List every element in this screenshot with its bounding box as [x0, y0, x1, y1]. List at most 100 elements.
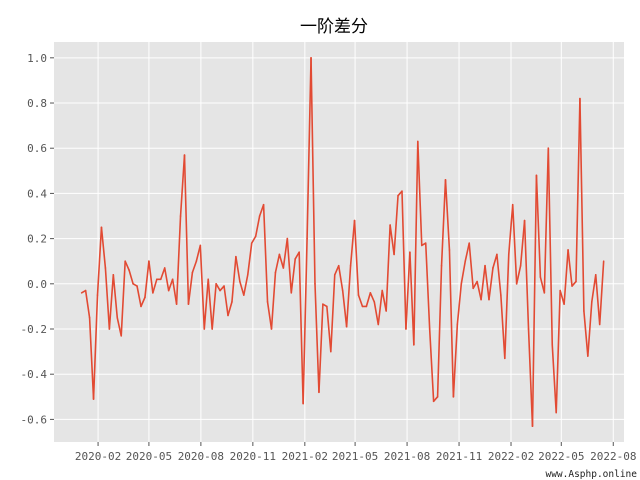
line-segment: [298, 251, 304, 405]
line-segment: [314, 283, 320, 394]
line-segment: [140, 296, 146, 308]
y-tick-label: 0.6: [27, 142, 47, 155]
line-segment: [128, 269, 134, 285]
line-segment: [432, 396, 439, 403]
x-tick-label: 2022-05: [538, 450, 584, 463]
line-segment: [555, 289, 561, 414]
line-segment: [472, 280, 478, 290]
line-segment: [583, 310, 589, 357]
line-segment: [349, 219, 356, 267]
line-segment: [148, 260, 154, 294]
line-segment: [385, 224, 391, 312]
y-tick-label: -0.2: [21, 323, 48, 336]
line-segment: [500, 294, 506, 360]
line-segment: [413, 140, 419, 346]
line-segment: [587, 301, 593, 357]
line-segment: [488, 267, 494, 301]
line-segment: [302, 237, 308, 405]
line-segment: [152, 278, 158, 294]
line-segment: [440, 179, 447, 267]
line-segment: [333, 264, 340, 276]
line-segment: [523, 219, 530, 330]
line-segment: [531, 174, 538, 427]
line-segment: [262, 203, 269, 303]
line-segment: [203, 278, 210, 330]
line-segment: [84, 289, 91, 319]
line-segment: [136, 285, 142, 308]
data-series: [80, 57, 605, 427]
line-segment: [235, 255, 241, 283]
line-segment: [266, 301, 273, 330]
line-segment: [100, 226, 107, 269]
line-segment: [492, 253, 498, 269]
line-segment: [254, 215, 261, 238]
line-segment: [436, 264, 443, 398]
line-segment: [227, 301, 233, 317]
chart-title: 一阶差分: [300, 17, 368, 37]
line-segment: [163, 267, 170, 292]
line-segment: [405, 251, 411, 330]
line-segment: [484, 264, 490, 301]
line-segment: [345, 264, 352, 328]
line-segment: [243, 273, 249, 296]
line-segment: [598, 260, 605, 326]
line-segment: [278, 253, 285, 269]
line-segment: [223, 285, 229, 317]
line-segment: [507, 203, 514, 256]
line-segment: [563, 249, 569, 305]
y-tick-label: 0.2: [27, 233, 47, 246]
line-segment: [460, 260, 467, 285]
y-tick-label: 0.0: [27, 278, 47, 291]
line-segment: [282, 237, 289, 269]
line-segment: [167, 278, 174, 292]
x-tick-label: 2022-08: [590, 450, 636, 463]
x-tick-label: 2020-11: [230, 450, 276, 463]
line-segment: [504, 253, 510, 360]
line-segment: [341, 289, 348, 328]
line-segment: [480, 264, 486, 301]
line-segment: [369, 292, 376, 303]
line-segment: [476, 280, 482, 301]
line-segment: [590, 273, 597, 303]
line-segment: [231, 255, 237, 303]
line-segment: [535, 174, 542, 278]
line-segment: [393, 194, 399, 256]
axis-ticks: 2020-02 2020-05 2020-08 2020-11 2021-02 2021-…: [21, 52, 637, 463]
line-segment: [179, 154, 186, 217]
line-segment: [239, 280, 245, 296]
line-segment: [250, 235, 257, 244]
line-segment: [144, 260, 150, 299]
y-tick-label: 1.0: [27, 52, 47, 65]
x-tick-label: 2022-02: [488, 450, 534, 463]
watermark: www.Asphp.online: [545, 469, 637, 480]
line-segment: [444, 179, 451, 251]
line-segment: [401, 190, 407, 330]
line-segment: [575, 97, 581, 283]
line-segment: [330, 273, 336, 353]
line-segment: [357, 294, 364, 308]
line-segment: [124, 260, 130, 272]
line-segment: [211, 283, 217, 330]
line-segment: [496, 253, 502, 296]
line-segment: [116, 316, 123, 337]
line-segment: [468, 242, 474, 290]
grid-lines: [54, 42, 624, 442]
line-segment: [424, 242, 431, 330]
line-segment: [246, 242, 253, 276]
line-segment: [567, 249, 573, 287]
line-segment: [104, 267, 111, 330]
line-segment: [543, 147, 550, 294]
line-segment: [448, 249, 455, 398]
line-segment: [191, 260, 198, 274]
line-segment: [571, 280, 577, 287]
line-segment: [353, 219, 360, 296]
line-segment: [96, 226, 103, 296]
line-segment: [326, 305, 332, 353]
line-segment: [171, 278, 178, 305]
x-tick-label: 2021-02: [282, 450, 328, 463]
line-segment: [183, 154, 190, 305]
line-segment: [286, 237, 293, 294]
line-segment: [274, 253, 281, 274]
line-segment: [318, 303, 324, 394]
